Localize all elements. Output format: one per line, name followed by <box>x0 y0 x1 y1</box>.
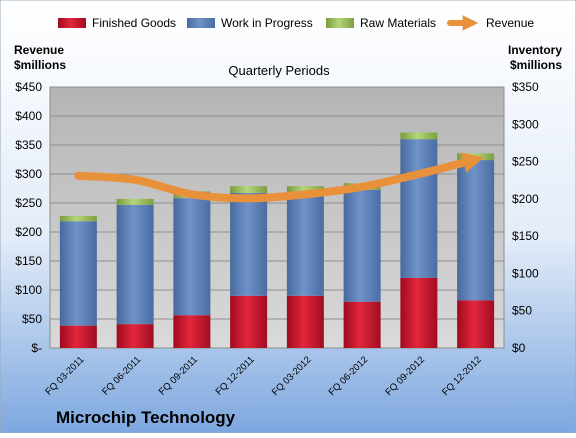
right-tick-label: $250 <box>512 155 539 169</box>
left-tick-label: $150 <box>15 254 42 268</box>
left-axis-title-line1: Revenue <box>14 43 64 57</box>
legend-swatch-finished-goods <box>58 18 86 28</box>
right-tick-label: $350 <box>512 80 539 94</box>
left-tick-label: $450 <box>15 80 42 94</box>
bars <box>59 132 495 348</box>
bar-finished-goods <box>400 277 438 348</box>
bar-finished-goods <box>343 301 381 348</box>
bar-work-in-progress <box>59 221 97 326</box>
left-tick-label: $100 <box>15 283 42 297</box>
bar-finished-goods <box>173 315 211 348</box>
revenue-line <box>74 152 484 203</box>
left-tick-label: $350 <box>15 138 42 152</box>
bar-finished-goods <box>286 295 324 348</box>
legend-label-revenue: Revenue <box>486 16 534 30</box>
bar-raw-materials <box>400 132 438 140</box>
left-tick-label: $200 <box>15 225 42 239</box>
right-tick-label: $300 <box>512 117 539 131</box>
right-axis-ticks: $0 $50 $100 $150 $200 $250 $300 $350 <box>512 80 539 355</box>
right-tick-label: $200 <box>512 192 539 206</box>
right-axis-title-line1: Inventory <box>508 43 562 57</box>
bar-raw-materials <box>116 198 154 205</box>
right-tick-label: $150 <box>512 229 539 243</box>
bar-finished-goods <box>116 324 154 348</box>
bar-work-in-progress <box>343 189 381 302</box>
bar-finished-goods <box>230 295 268 348</box>
legend-label-finished-goods: Finished Goods <box>92 16 176 30</box>
legend-swatch-raw-materials <box>326 18 354 28</box>
company-name: Microchip Technology <box>56 408 236 427</box>
left-axis-title-line2: $millions <box>14 58 66 72</box>
right-tick-label: $50 <box>512 304 532 318</box>
right-tick-label: $0 <box>512 341 526 355</box>
bar-raw-materials <box>59 216 97 222</box>
bar-finished-goods <box>59 325 97 348</box>
bar-finished-goods <box>457 300 495 348</box>
bar-raw-materials <box>230 186 268 193</box>
chart-title: Quarterly Periods <box>228 63 330 78</box>
left-tick-label: $400 <box>15 109 42 123</box>
bar-raw-materials <box>286 186 324 193</box>
right-tick-label: $100 <box>512 266 539 280</box>
legend-label-work-in-progress: Work in Progress <box>221 16 313 30</box>
left-tick-label: $50 <box>22 312 42 326</box>
bar-work-in-progress <box>286 192 324 296</box>
left-tick-label: $300 <box>15 167 42 181</box>
bar-work-in-progress <box>230 192 268 296</box>
left-tick-label: $250 <box>15 196 42 210</box>
bar-work-in-progress <box>173 198 211 316</box>
revenue-line-path <box>74 152 484 203</box>
bar-work-in-progress <box>400 139 438 278</box>
right-axis-title-line2: $millions <box>510 58 562 72</box>
bar-work-in-progress <box>116 204 154 325</box>
legend: Finished Goods Work in Progress Raw Mate… <box>58 15 534 31</box>
legend-label-raw-materials: Raw Materials <box>360 16 436 30</box>
bar-work-in-progress <box>457 160 495 301</box>
legend-swatch-work-in-progress <box>187 18 215 28</box>
left-axis-ticks: $- $50 $100 $150 $200 $250 $300 $350 $400 $450 <box>15 80 42 355</box>
left-tick-label: $- <box>31 341 42 355</box>
